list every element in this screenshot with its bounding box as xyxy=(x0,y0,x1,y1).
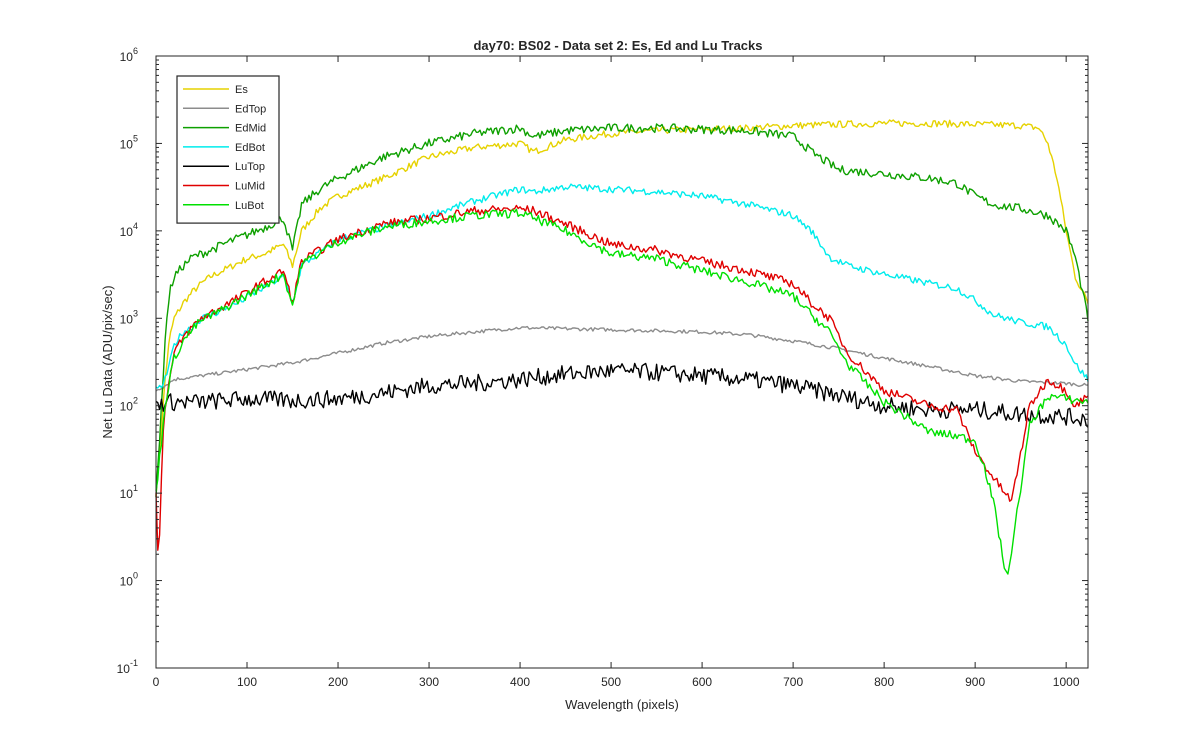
series-line-lutop xyxy=(155,362,1089,428)
x-tick-label: 100 xyxy=(237,675,257,689)
y-axis-label: Net Lu Data (ADU/pix/sec) xyxy=(100,285,115,438)
x-axis-label: Wavelength (pixels) xyxy=(565,697,679,712)
x-tick-label: 0 xyxy=(153,675,160,689)
legend-label: LuBot xyxy=(235,200,264,212)
legend-label: LuTop xyxy=(235,161,265,173)
x-tick-label: 900 xyxy=(965,675,985,689)
legend-label: EdTop xyxy=(235,103,266,115)
series-line-edbot xyxy=(155,183,1089,389)
x-tick-label: 800 xyxy=(874,675,894,689)
x-tick-label: 300 xyxy=(419,675,439,689)
y-axis: 10-1 100 101 102 103 104 105 106 xyxy=(117,46,1088,676)
x-tick-label: 1000 xyxy=(1053,675,1080,689)
y-tick-label: 106 xyxy=(120,46,138,64)
x-axis: 0 100 200 300 400 500 600 700 800 900 1000 xyxy=(153,56,1080,689)
legend-label: EdBot xyxy=(235,142,265,154)
y-tick-label: 10-1 xyxy=(117,658,138,676)
legend-label: EdMid xyxy=(235,123,266,135)
legend-box xyxy=(176,75,280,224)
x-tick-label: 600 xyxy=(692,675,712,689)
plot-area-frame xyxy=(155,55,1089,669)
y-tick-label: 101 xyxy=(120,483,138,501)
y-tick-label: 104 xyxy=(120,221,138,239)
y-tick-label: 103 xyxy=(120,308,138,326)
x-tick-label: 500 xyxy=(601,675,621,689)
x-tick-label: 700 xyxy=(783,675,803,689)
x-tick-label: 400 xyxy=(510,675,530,689)
y-tick-label: 100 xyxy=(120,571,138,589)
legend-label: LuMid xyxy=(235,181,265,193)
y-tick-label: 102 xyxy=(120,396,138,414)
series-line-edtop xyxy=(155,325,1088,392)
series-line-edmid xyxy=(155,123,1089,498)
series-line-lubot xyxy=(155,208,1089,575)
series-line-lumid xyxy=(155,204,1089,551)
legend-label: Es xyxy=(235,84,248,96)
x-tick-label: 200 xyxy=(328,675,348,689)
y-tick-label: 105 xyxy=(120,133,138,151)
chart-title: day70: BS02 - Data set 2: Es, Ed and Lu … xyxy=(473,38,762,53)
legend: Es EdTop EdMid EdBot LuTop LuMid LuBot xyxy=(176,75,280,224)
series-layer xyxy=(155,119,1089,575)
